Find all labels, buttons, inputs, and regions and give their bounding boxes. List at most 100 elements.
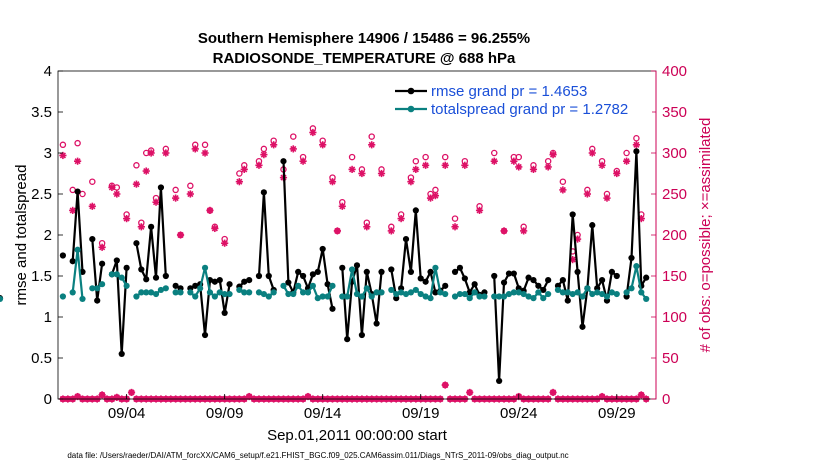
- obs-assimilated-point-stroke: [260, 151, 267, 158]
- obs-assimilated-point-stroke: [113, 190, 120, 198]
- obs-assimilated-low-point: [127, 388, 136, 397]
- totalspread-point: [148, 289, 155, 296]
- obs-assimilated-point: [490, 157, 498, 165]
- rmse-point: [201, 331, 209, 339]
- rmse-point: [295, 268, 302, 275]
- totalspread-point: [638, 289, 645, 296]
- totalspread-point: [608, 289, 615, 296]
- rmse-point: [540, 286, 547, 294]
- rmse-point: [427, 268, 434, 275]
- totalspread-point: [236, 286, 243, 294]
- totalspread-point: [216, 289, 223, 296]
- obs-assimilated-point: [289, 145, 297, 153]
- totalspread-point: [94, 285, 101, 292]
- rmse-point: [113, 257, 120, 264]
- obs-assimilated-point: [260, 151, 268, 159]
- rmse-point: [466, 289, 473, 296]
- legend-rmse-marker: [407, 87, 415, 95]
- x-tick-label: 09/19: [402, 405, 440, 422]
- obs-assimilated-point-stroke: [613, 170, 620, 177]
- rmse-point: [643, 274, 650, 281]
- obs-assimilated-point-stroke: [545, 163, 552, 171]
- obs-assimilated-point-stroke: [206, 207, 214, 214]
- obs-assimilated-point: [123, 215, 131, 223]
- totalspread-point: [241, 289, 248, 296]
- totalspread-point: [265, 293, 272, 300]
- totalspread-point: [500, 293, 508, 300]
- right-tick-label: 300: [662, 145, 687, 162]
- right-tick-label: 100: [662, 309, 687, 326]
- left-tick-label: 2: [44, 227, 52, 244]
- totalspread-point: [74, 246, 81, 253]
- obs-assimilated-point-stroke: [290, 145, 297, 152]
- obs-possible-point: [623, 149, 630, 157]
- obs-assimilated-point: [211, 224, 219, 233]
- obs-assimilated-point-stroke: [138, 223, 145, 230]
- totalspread-point: [162, 285, 169, 292]
- chart-title-line-1: Southern Hemisphere 14906 / 15486 = 96.2…: [198, 30, 530, 47]
- totalspread-point: [309, 282, 316, 289]
- totalspread-point: [373, 289, 380, 296]
- rmse-point: [422, 278, 429, 285]
- obs-assimilated-point: [98, 243, 106, 251]
- left-tick-label: 2.5: [31, 186, 52, 203]
- obs-possible-point: [89, 178, 96, 185]
- rmse-point: [299, 272, 307, 280]
- rmse-point: [456, 264, 464, 271]
- obs-assimilated-low-point-stroke: [549, 389, 557, 396]
- rmse-point: [530, 277, 537, 284]
- totalspread-point: [138, 289, 145, 296]
- obs-assimilated-point-stroke: [59, 152, 66, 159]
- totalspread-point: [589, 290, 596, 298]
- obs-possible-point: [412, 157, 420, 165]
- obs-assimilated-low-point-stroke: [638, 391, 645, 398]
- totalspread-point: [633, 263, 640, 270]
- obs-possible-point: [451, 215, 459, 222]
- totalspread-point: [353, 290, 361, 298]
- totalspread-point: [152, 290, 160, 298]
- obs-assimilated-point: [622, 157, 631, 165]
- rmse-point: [510, 270, 517, 277]
- obs-assimilated-point: [422, 161, 430, 169]
- totalspread-point: [510, 289, 517, 296]
- totalspread-point: [172, 289, 179, 296]
- rmse-point: [451, 268, 459, 275]
- rmse-point: [358, 331, 366, 339]
- rmse-point: [324, 281, 331, 288]
- totalspread-point: [388, 286, 395, 294]
- rmse-point: [589, 222, 596, 229]
- rmse-point: [559, 277, 566, 284]
- legend-spread-label: totalspread grand pr = 1.2782: [431, 101, 628, 118]
- obs-assimilated-point: [515, 163, 523, 171]
- obs-assimilated-point: [270, 141, 278, 149]
- rmse-point: [314, 268, 321, 275]
- obs-assimilated-point: [172, 194, 180, 202]
- right-tick-label: 350: [662, 104, 687, 121]
- obs-possible-point: [290, 133, 297, 140]
- totalspread-point: [515, 289, 522, 296]
- obs-assimilated-point: [235, 178, 243, 186]
- totalspread-point: [358, 293, 366, 300]
- obs-assimilated-point-stroke: [476, 207, 483, 214]
- obs-assimilated-low-point-stroke: [598, 393, 606, 400]
- totalspread-point: [348, 266, 356, 273]
- rmse-point: [496, 377, 503, 385]
- totalspread-point: [471, 289, 478, 296]
- obs-assimilated-point: [603, 194, 611, 202]
- rmse-point: [265, 272, 272, 280]
- rmse-point: [442, 282, 449, 289]
- totalspread-point: [584, 285, 591, 292]
- obs-assimilated-point: [387, 227, 395, 235]
- totalspread-point: [206, 289, 214, 296]
- rmse-point: [633, 148, 640, 155]
- obs-possible-point: [633, 134, 640, 142]
- obs-assimilated-point: [152, 198, 160, 206]
- obs-assimilated-low-point-stroke: [304, 393, 312, 400]
- totalspread-point: [407, 289, 415, 296]
- obs-assimilated-point: [451, 223, 459, 231]
- obs-assimilated-point: [583, 190, 591, 198]
- right-tick-label: 200: [662, 227, 687, 244]
- obs-possible-point: [236, 170, 243, 177]
- obs-assimilated-point-stroke: [363, 223, 370, 230]
- totalspread-point: [481, 293, 488, 300]
